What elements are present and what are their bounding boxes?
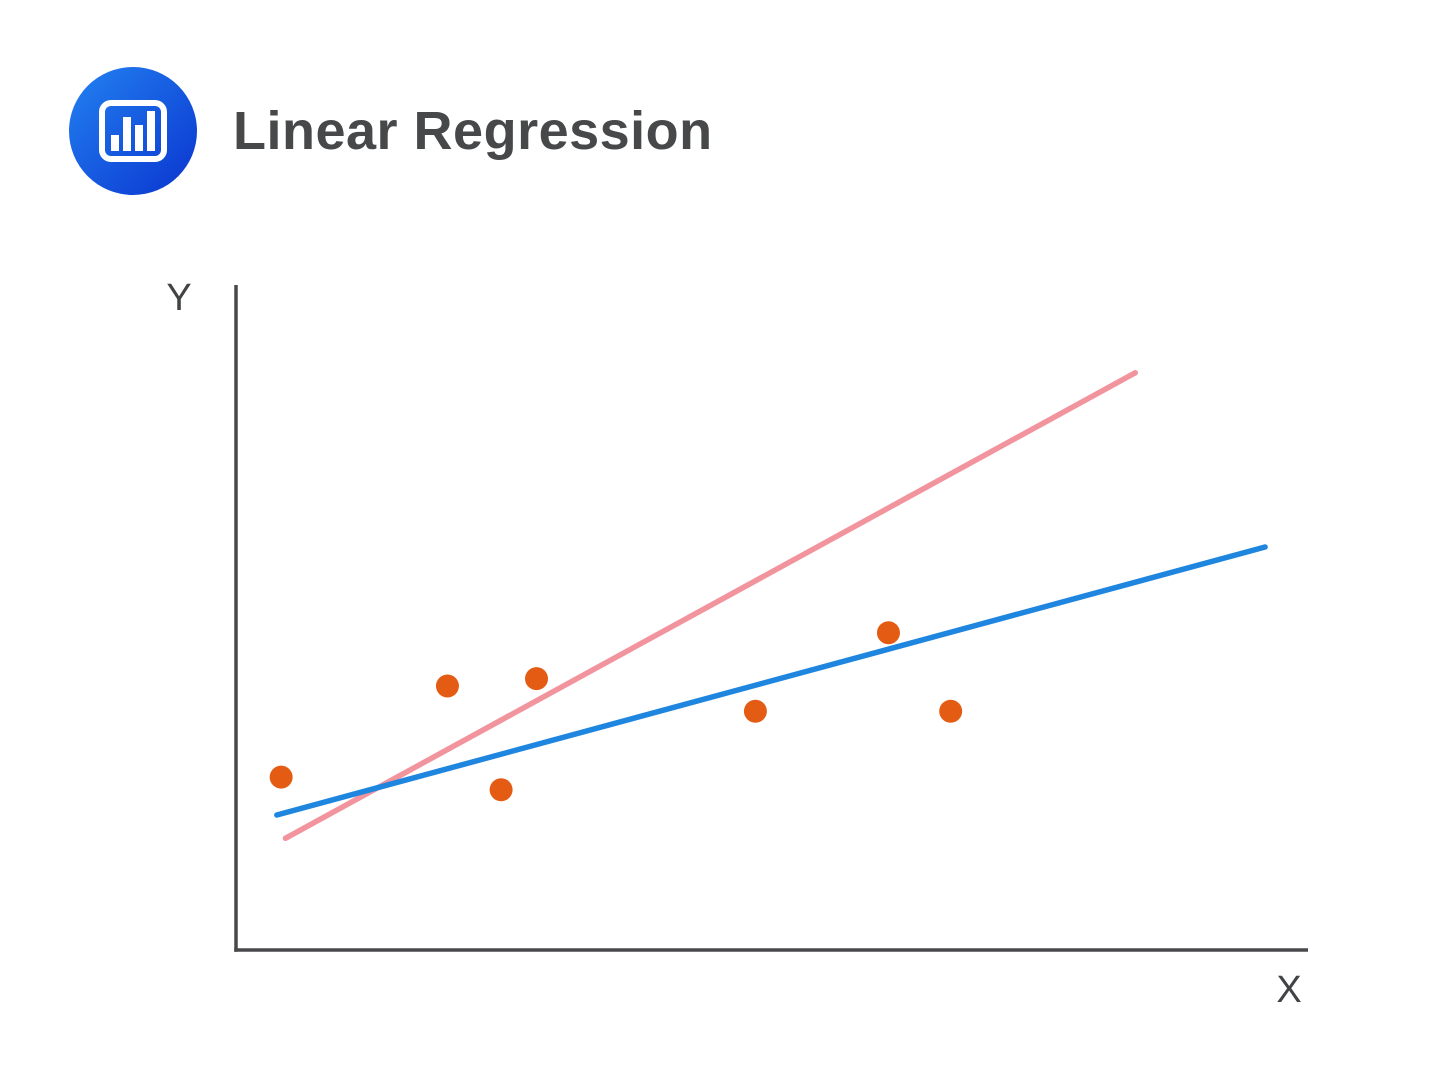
icon-chart-frame — [99, 100, 167, 162]
icon-bar-4 — [147, 111, 155, 151]
data-point — [269, 765, 293, 789]
x-axis-label: X — [1276, 969, 1301, 1011]
data-point — [525, 667, 549, 691]
icon-bar-2 — [123, 117, 131, 151]
icon-bar-3 — [135, 125, 143, 151]
candidate-line-pink — [282, 370, 1138, 842]
bar-chart-icon — [69, 67, 197, 195]
y-axis-label: Y — [166, 277, 191, 319]
icon-circle — [69, 67, 197, 195]
data-point — [743, 699, 767, 723]
data-point — [489, 778, 513, 802]
bar-chart-icon-svg — [69, 67, 197, 195]
data-point — [876, 621, 900, 645]
data-point — [435, 674, 459, 698]
header: Linear Regression — [69, 67, 713, 195]
icon-bar-1 — [111, 135, 119, 151]
data-point — [939, 699, 963, 723]
best-fit-line-blue — [274, 544, 1268, 818]
page-title: Linear Regression — [233, 101, 713, 161]
plot-area — [269, 370, 1268, 842]
